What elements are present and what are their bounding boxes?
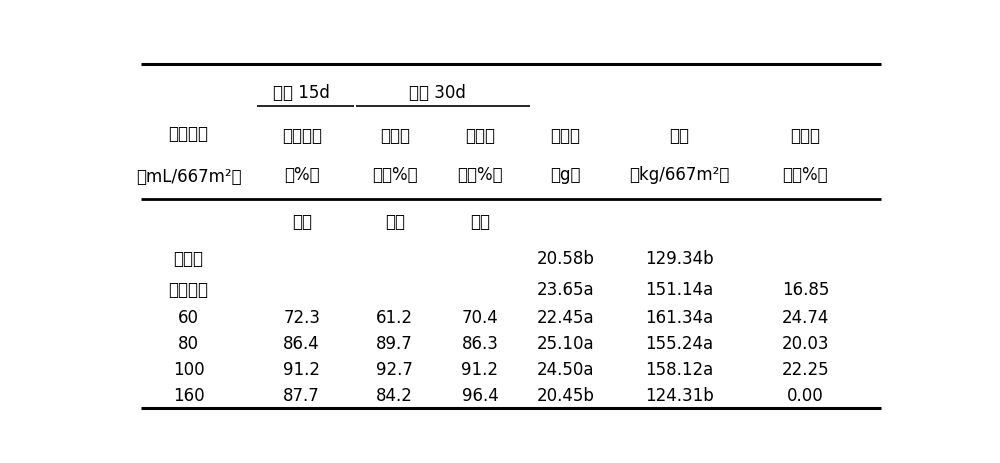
Text: 阔草: 阔草 xyxy=(470,213,490,230)
Text: 24.50a: 24.50a xyxy=(536,360,594,378)
Text: 86.3: 86.3 xyxy=(462,335,498,353)
Text: 96.4: 96.4 xyxy=(462,386,498,404)
Text: 23.65a: 23.65a xyxy=(536,280,594,298)
Text: 施药 30d: 施药 30d xyxy=(409,84,466,102)
Text: 不除草: 不除草 xyxy=(174,250,204,268)
Text: 100: 100 xyxy=(173,360,204,378)
Text: （%）: （%） xyxy=(284,166,320,184)
Text: 20.45b: 20.45b xyxy=(536,386,594,404)
Text: 0.00: 0.00 xyxy=(787,386,824,404)
Text: 25.10a: 25.10a xyxy=(536,335,594,353)
Text: 72.3: 72.3 xyxy=(283,309,320,326)
Text: 87.7: 87.7 xyxy=(283,386,320,404)
Text: 70.4: 70.4 xyxy=(462,309,498,326)
Text: 80: 80 xyxy=(178,335,199,353)
Text: （g）: （g） xyxy=(550,166,580,184)
Text: 158.12a: 158.12a xyxy=(645,360,713,378)
Text: 89.7: 89.7 xyxy=(376,335,413,353)
Text: 20.58b: 20.58b xyxy=(536,250,594,268)
Text: 阔草: 阔草 xyxy=(385,213,405,230)
Text: 果（%）: 果（%） xyxy=(783,166,828,184)
Text: 增产效: 增产效 xyxy=(790,127,820,145)
Text: 16.85: 16.85 xyxy=(782,280,829,298)
Text: 129.34b: 129.34b xyxy=(645,250,713,268)
Text: 效（%）: 效（%） xyxy=(372,166,418,184)
Text: 60: 60 xyxy=(178,309,199,326)
Text: 84.2: 84.2 xyxy=(376,386,413,404)
Text: 91.2: 91.2 xyxy=(283,360,320,378)
Text: 株数防效: 株数防效 xyxy=(282,127,322,145)
Text: 22.45a: 22.45a xyxy=(536,309,594,326)
Text: 151.14a: 151.14a xyxy=(645,280,713,298)
Text: 人工除草: 人工除草 xyxy=(169,280,209,298)
Text: 立清处理: 立清处理 xyxy=(169,125,209,143)
Text: 61.2: 61.2 xyxy=(376,309,413,326)
Text: （kg/667m²）: （kg/667m²） xyxy=(629,166,729,184)
Text: 91.2: 91.2 xyxy=(461,360,498,378)
Text: 92.7: 92.7 xyxy=(376,360,413,378)
Text: 阔草: 阔草 xyxy=(292,213,312,230)
Text: 株数防: 株数防 xyxy=(380,127,410,145)
Text: 20.03: 20.03 xyxy=(782,335,829,353)
Text: 24.74: 24.74 xyxy=(782,309,829,326)
Text: 22.25: 22.25 xyxy=(782,360,829,378)
Text: 86.4: 86.4 xyxy=(283,335,320,353)
Text: 鲜重防: 鲜重防 xyxy=(465,127,495,145)
Text: 千粒重: 千粒重 xyxy=(550,127,580,145)
Text: （mL/667m²）: （mL/667m²） xyxy=(136,168,241,186)
Text: 160: 160 xyxy=(173,386,204,404)
Text: 155.24a: 155.24a xyxy=(645,335,713,353)
Text: 124.31b: 124.31b xyxy=(645,386,714,404)
Text: 效（%）: 效（%） xyxy=(457,166,503,184)
Text: 161.34a: 161.34a xyxy=(645,309,713,326)
Text: 施药 15d: 施药 15d xyxy=(273,84,330,102)
Text: 产量: 产量 xyxy=(669,127,689,145)
